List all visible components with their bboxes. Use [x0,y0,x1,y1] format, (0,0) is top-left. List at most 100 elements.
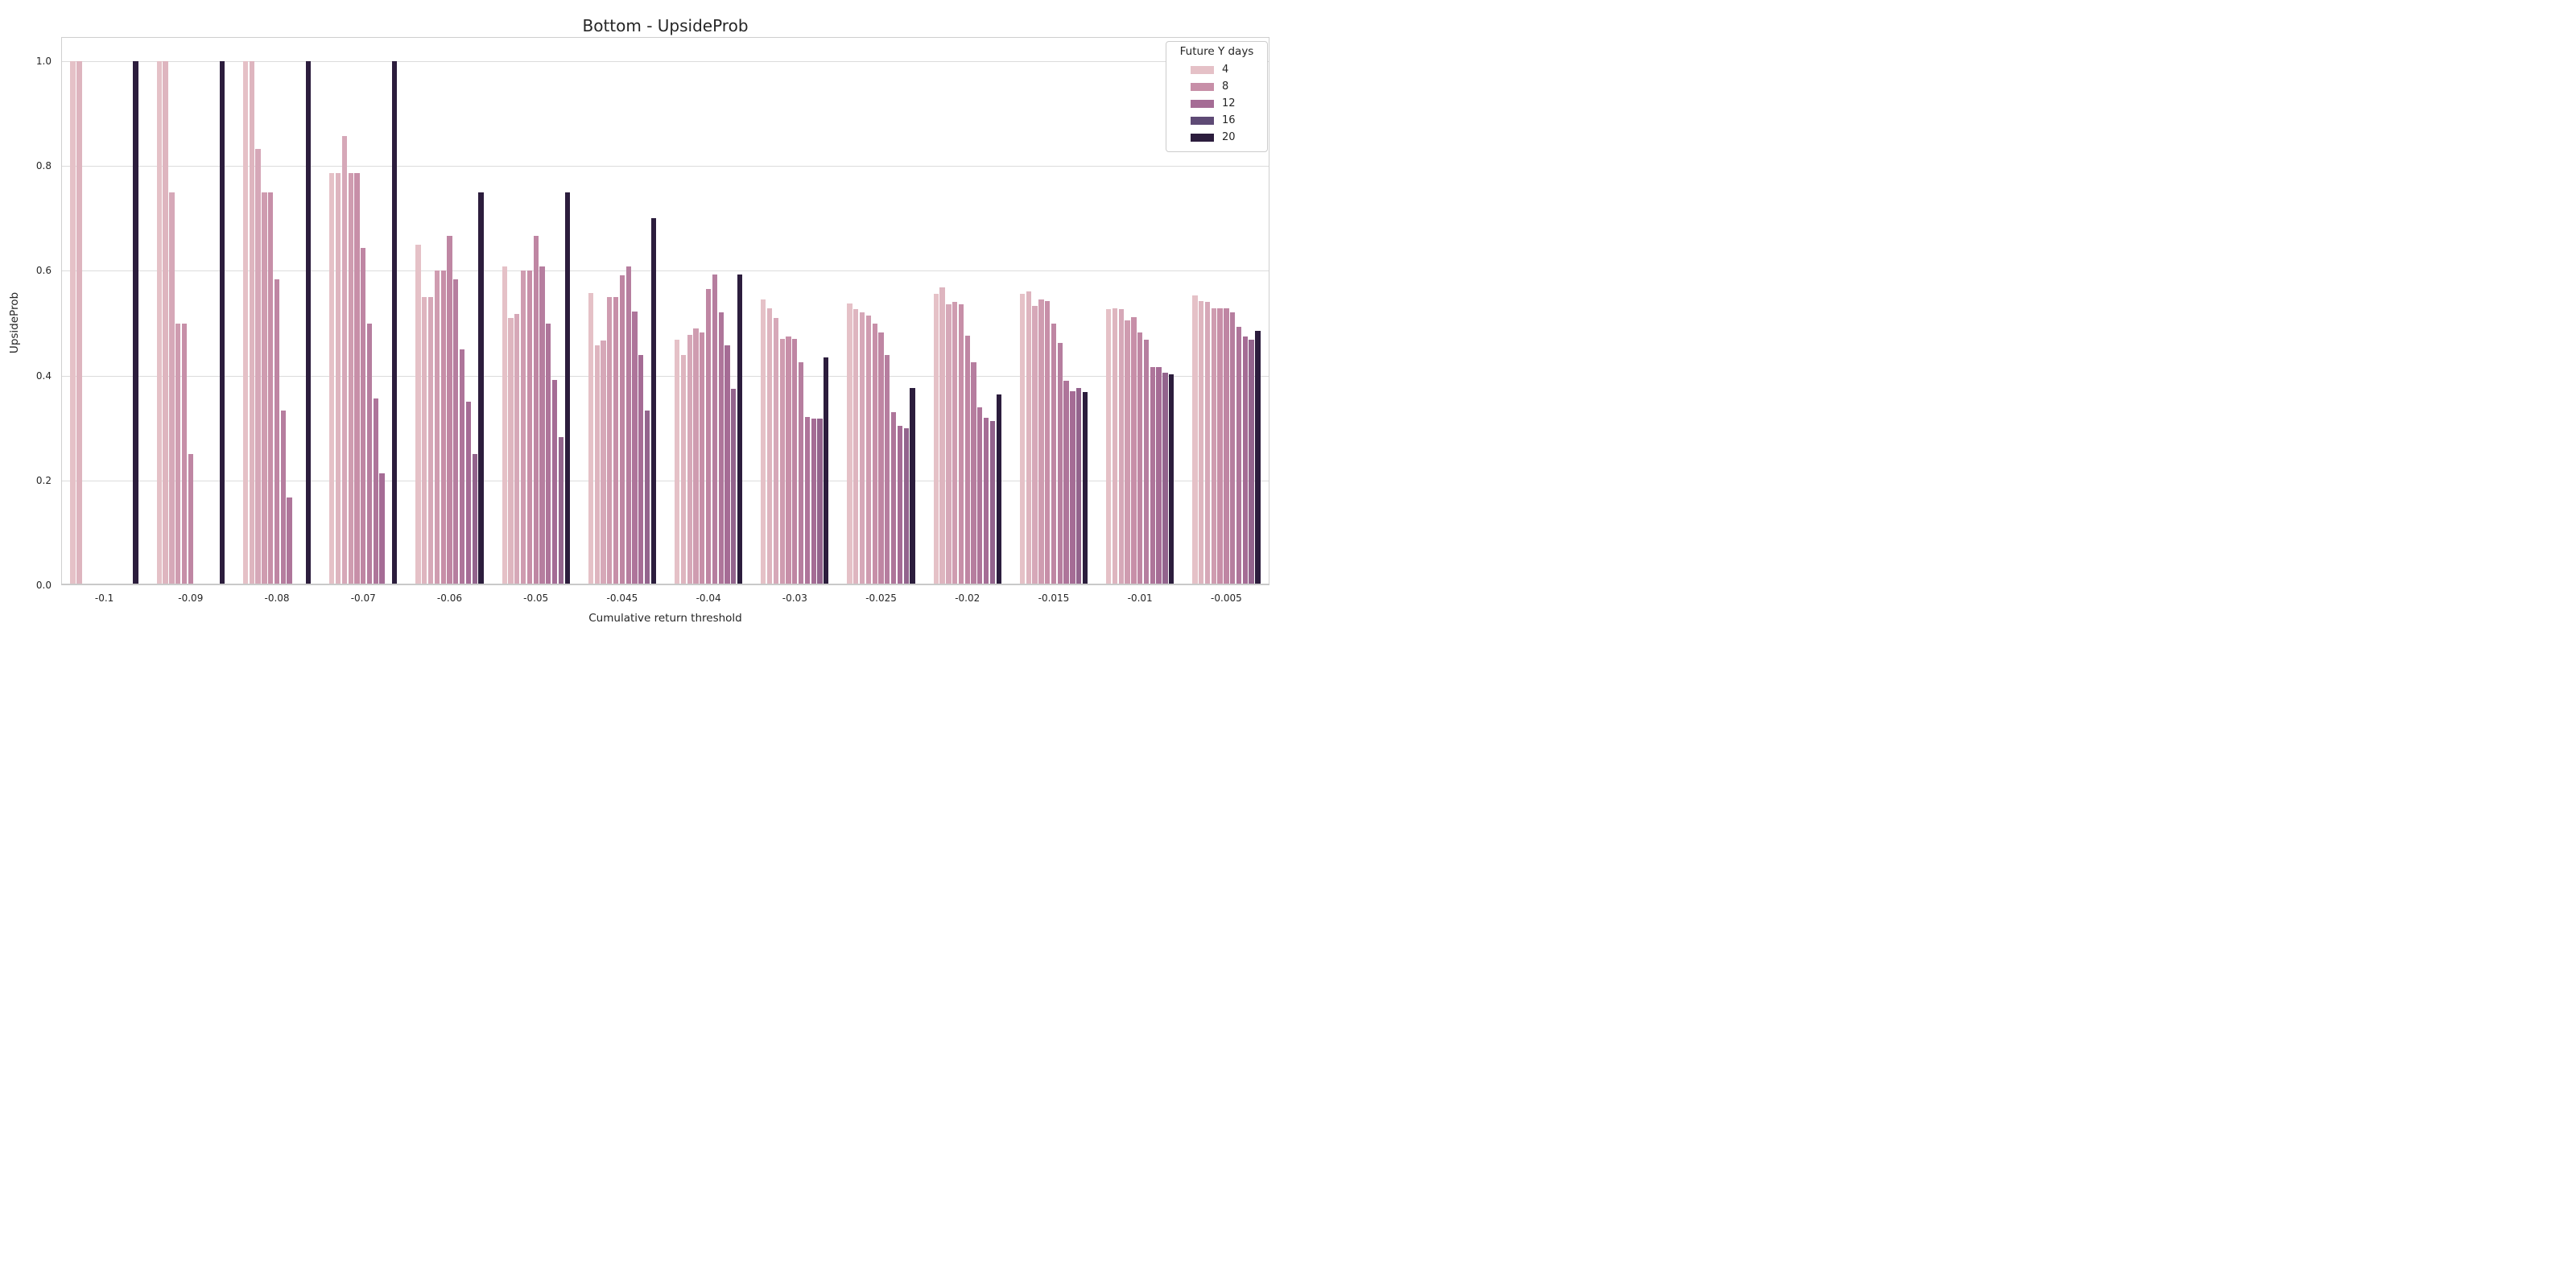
bar [939,287,945,585]
bar [798,361,804,585]
legend-entry: 4 [1191,61,1264,78]
x-tick-label: -0.07 [350,592,376,604]
y-tick-label: 0.0 [35,580,52,591]
bar [804,417,811,585]
plot-area: Future Y days 4 8 12 16 20 [61,37,1269,585]
gridline [61,61,1269,62]
bar [989,420,996,585]
legend-entry: 12 [1191,95,1264,112]
bar [526,270,533,585]
bar [786,336,791,585]
bar [551,380,558,585]
bar [188,454,193,585]
bar [872,323,877,585]
bar [1082,392,1088,585]
bar [427,296,434,585]
bar [897,426,903,585]
bar [533,235,539,585]
bar [169,192,175,585]
y-axis-label: UpsideProb [8,291,21,354]
bar [156,61,162,585]
x-tick-label: -0.025 [865,592,897,604]
bar [379,473,385,585]
bar [594,345,600,585]
bar [910,387,915,585]
bar [632,312,638,585]
bar [625,266,631,585]
bar [977,407,983,585]
bar [1038,299,1044,585]
bar [163,61,168,585]
bar [1192,295,1198,585]
legend-entry: 16 [1191,112,1264,129]
bar [1143,340,1150,585]
bar [693,328,699,585]
bar [1217,308,1223,585]
bar [335,173,341,585]
bar [465,402,471,585]
bar [392,61,398,585]
legend-entry-label: 4 [1222,64,1229,76]
gridline [61,166,1269,167]
bar [175,323,181,585]
bar [847,303,852,585]
bar [422,296,427,585]
legend-swatch [1191,82,1214,91]
bar [508,317,514,585]
bar [478,192,484,585]
legend-entry: 20 [1191,129,1264,146]
bar [1112,308,1118,585]
legend-rows: 4 8 12 16 20 [1170,61,1264,146]
x-tick-label: -0.045 [606,592,638,604]
bar [1137,332,1143,585]
x-tick-label: -0.005 [1211,592,1242,604]
bar [361,248,366,585]
bar [558,436,564,585]
bar [268,192,274,585]
bar [329,173,335,585]
bar [737,274,743,585]
bar [1057,343,1063,585]
legend-entry-label: 16 [1222,114,1236,126]
bar [700,332,705,585]
bar [453,279,459,585]
x-axis-label: Cumulative return threshold [588,612,742,625]
legend-swatch [1191,133,1214,142]
bar [1019,294,1026,585]
bar [792,339,798,585]
x-tick-label: -0.06 [436,592,462,604]
bar [1045,301,1051,585]
bar [885,354,890,585]
bar [341,136,347,585]
bar [348,173,353,585]
bar [811,418,816,585]
x-tick-label: -0.1 [94,592,114,604]
bar [305,61,312,585]
bar [601,340,606,585]
bar [366,323,373,585]
legend: Future Y days 4 8 12 16 20 [1166,41,1268,152]
x-tick-label: -0.02 [955,592,980,604]
bar [434,270,440,585]
bar [773,317,779,585]
bar [1131,316,1137,585]
x-tick-label: -0.03 [782,592,807,604]
bar [878,332,884,585]
legend-swatch [1191,99,1214,108]
bar [588,292,594,585]
bar [952,302,958,585]
bar [1026,291,1031,585]
bar [1236,327,1242,585]
bar [274,279,280,585]
bar [1162,373,1168,585]
bar [1249,340,1254,585]
y-tick-label: 0.6 [35,265,52,277]
bar [718,312,724,585]
bar [1063,381,1069,585]
bar [824,357,829,585]
bar [958,304,964,585]
x-tick-label: -0.08 [264,592,290,604]
bar [262,192,267,585]
bar [447,235,452,585]
bar [1204,302,1211,585]
